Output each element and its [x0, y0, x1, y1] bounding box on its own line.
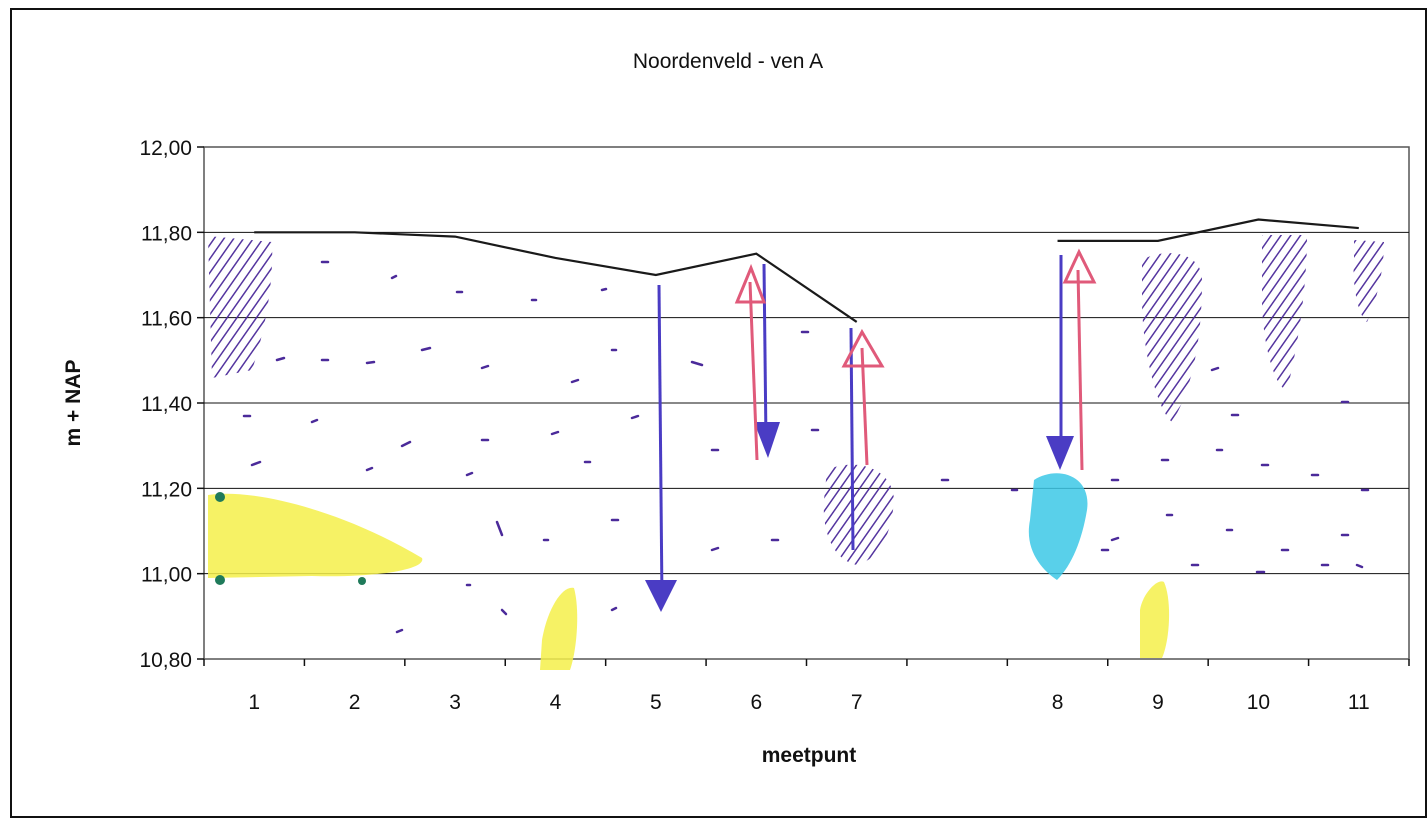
yellow-patch-9 — [1140, 581, 1170, 658]
chart-title: Noordenveld - ven A — [633, 50, 823, 73]
x-tick-label: 4 — [550, 691, 562, 714]
y-tick-label: 11,60 — [141, 308, 192, 331]
x-axis-ticks: 1 2 3 4 5 6 7 8 9 10 11 — [203, 659, 1410, 714]
gridlines — [204, 231, 1409, 575]
red-arrow-7-head — [841, 328, 885, 368]
purple-scribble-11 — [1353, 240, 1384, 322]
x-tick-label: 5 — [650, 691, 662, 714]
blue-arrow-6 — [762, 263, 768, 443]
y-tick-label: 11,80 — [141, 222, 192, 245]
series-line-2 — [1057, 218, 1359, 242]
purple-scribble-7 — [823, 464, 894, 565]
blue-arrow-7 — [849, 327, 855, 551]
blue-arrow-5-head — [645, 580, 677, 612]
x-tick-label: 8 — [1052, 691, 1064, 714]
y-tick-label: 11,40 — [141, 393, 192, 416]
yellow-patch-4 — [540, 587, 578, 670]
yellow-patch-1 — [208, 493, 423, 578]
y-axis-label: m + NAP — [62, 360, 85, 447]
y-tick-label: 10,80 — [139, 649, 192, 672]
blue-arrow-6-head — [754, 422, 780, 458]
x-tick-label: 6 — [750, 691, 762, 714]
green-dot-3 — [358, 577, 366, 585]
chart-frame: Noordenveld - ven A 10,80 11,00 11,20 11,40… — [10, 8, 1427, 818]
red-arrow-8-head — [1062, 248, 1097, 284]
y-axis-ticks: 10,80 11,00 11,20 11,40 11,60 11,80 12,00 — [139, 137, 204, 672]
red-arrow-6-head — [734, 263, 767, 304]
green-dot-2 — [215, 575, 225, 585]
x-tick-label: 3 — [449, 691, 461, 714]
line-chart: Noordenveld - ven A 10,80 11,00 11,20 11,40… — [62, 50, 1410, 767]
x-tick-label: 10 — [1247, 691, 1270, 714]
blue-arrow-5 — [657, 284, 664, 601]
y-tick-label: 11,00 — [141, 564, 192, 587]
texture-dashes — [242, 260, 1370, 634]
red-arrow-8 — [1076, 269, 1084, 471]
series-line-1 — [254, 231, 858, 323]
x-tick-label: 7 — [851, 691, 863, 714]
hand-drawn-annotations — [208, 235, 1384, 670]
x-tick-label: 11 — [1348, 691, 1370, 714]
series-lines — [254, 218, 1359, 323]
x-tick-label: 9 — [1152, 691, 1164, 714]
y-tick-label: 11,20 — [141, 478, 192, 501]
purple-scribble-9 — [1142, 253, 1202, 422]
green-dot-1 — [215, 492, 225, 502]
purple-scribble-10 — [1262, 235, 1307, 390]
x-tick-label: 1 — [248, 691, 260, 714]
y-tick-label: 12,00 — [139, 137, 192, 160]
purple-scribble-1 — [208, 236, 273, 378]
x-axis-label: meetpunt — [762, 744, 857, 767]
blue-arrow-8-head — [1046, 436, 1074, 470]
cyan-patch-8 — [1028, 473, 1088, 580]
red-arrow-6 — [748, 281, 759, 461]
x-tick-label: 2 — [349, 691, 361, 714]
